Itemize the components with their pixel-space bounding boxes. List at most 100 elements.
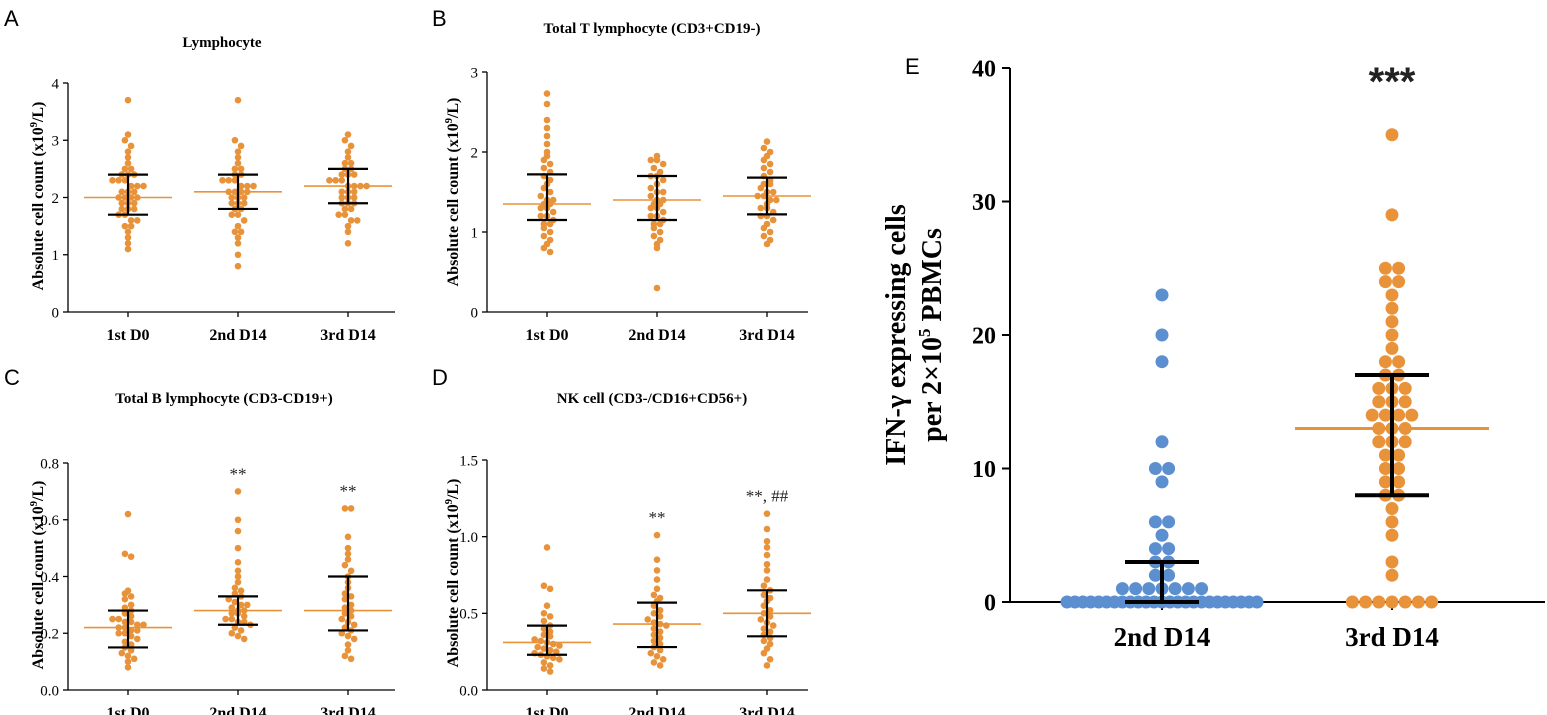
data-point [109, 177, 116, 184]
data-point [228, 610, 236, 617]
data-point [540, 625, 548, 632]
data-point [134, 627, 141, 634]
data-point [121, 595, 129, 603]
data-point [659, 160, 667, 168]
chart-title: Lymphocyte [182, 35, 262, 51]
data-point [757, 204, 765, 212]
data-point [344, 228, 352, 236]
data-point [1392, 462, 1406, 475]
data-point [231, 165, 239, 173]
series-3rd-d14 [723, 138, 811, 248]
y-tick-label: 0 [471, 305, 479, 321]
data-point [540, 610, 548, 617]
data-point [344, 556, 352, 563]
y-tick-label: 0.5 [459, 607, 478, 623]
data-point [1181, 582, 1195, 596]
data-point [556, 656, 563, 663]
data-point [244, 601, 251, 609]
y-axis-label-sup: 9 [444, 499, 455, 504]
data-point [347, 593, 355, 600]
panel-letter: D [432, 365, 448, 390]
data-point [344, 222, 352, 230]
data-point [234, 632, 242, 640]
data-point [760, 591, 768, 599]
data-point [1385, 288, 1399, 302]
data-point [1385, 301, 1399, 315]
series-1st-d0 [84, 96, 172, 253]
y-axis-label-sup: 5 [915, 328, 934, 337]
y-tick-label: 0.8 [40, 456, 59, 472]
data-point [350, 194, 358, 201]
x-tick-label: 1st D0 [525, 327, 568, 344]
series-2nd-d14: ** [613, 508, 701, 669]
significance-annotation: ** [340, 481, 357, 500]
data-point [763, 510, 771, 517]
data-point [769, 188, 777, 196]
data-point [1385, 595, 1399, 609]
data-point [760, 232, 768, 240]
data-point [347, 612, 355, 620]
data-point [763, 220, 771, 228]
data-point [763, 551, 771, 559]
data-point [1378, 355, 1392, 369]
x-tick-label: 2nd D14 [209, 327, 266, 344]
data-point [234, 96, 242, 104]
data-point [1162, 542, 1176, 556]
data-point [540, 232, 548, 240]
data-point [546, 646, 554, 654]
data-point [546, 662, 554, 669]
y-axis-label-part: /L) [445, 98, 462, 119]
data-point [543, 90, 551, 97]
data-point [130, 188, 138, 196]
data-point [234, 559, 242, 566]
y-axis-label: Absolute cell count (x109/L) [29, 102, 47, 291]
data-point [757, 616, 765, 623]
data-point [234, 527, 242, 535]
data-point [124, 234, 132, 241]
data-point [760, 637, 768, 645]
x-tick-label: 3rd D14 [739, 705, 795, 715]
y-tick-label: 0.0 [459, 683, 478, 699]
data-point [127, 553, 135, 560]
data-point [546, 160, 554, 168]
data-point [540, 665, 548, 672]
data-point [1148, 568, 1162, 582]
panel-b: B Total T lymphocyte (CD3+CD19-) 0 1 2 3 1st D… [432, 6, 811, 344]
data-point [127, 182, 135, 190]
data-point [250, 182, 257, 190]
data-point [347, 567, 355, 575]
data-point [543, 132, 551, 140]
data-point [124, 148, 132, 155]
x-tick-label: 3rd D14 [320, 327, 376, 344]
data-point [763, 537, 771, 545]
data-point [766, 656, 774, 663]
data-point [234, 251, 242, 259]
data-point [650, 232, 658, 240]
data-point [656, 236, 664, 244]
x-tick-label: 2nd D14 [628, 705, 685, 715]
data-point [127, 641, 135, 648]
data-point [653, 652, 661, 660]
data-point [1385, 502, 1399, 516]
y-axis-label-part: PBMCs [917, 228, 948, 328]
data-point [350, 188, 358, 196]
data-point [341, 624, 349, 631]
data-point [1385, 528, 1399, 542]
y-axis-label-part: per 2×10 [917, 337, 948, 442]
data-point [118, 188, 126, 196]
data-point [1162, 462, 1176, 475]
data-point [766, 640, 774, 648]
data-point [653, 284, 661, 292]
x-tick-label: 2nd D14 [209, 705, 266, 715]
data-point [766, 594, 774, 602]
chart-title: NK cell (CD3-/CD16+CD56+) [557, 391, 747, 407]
data-point [546, 613, 554, 620]
data-point [543, 602, 551, 609]
y-tick-label: 2 [471, 145, 479, 161]
data-point [347, 142, 355, 150]
x-tick-label: 3rd D14 [1345, 622, 1439, 652]
data-point [121, 550, 129, 558]
data-point [228, 194, 236, 201]
data-point [553, 648, 560, 655]
